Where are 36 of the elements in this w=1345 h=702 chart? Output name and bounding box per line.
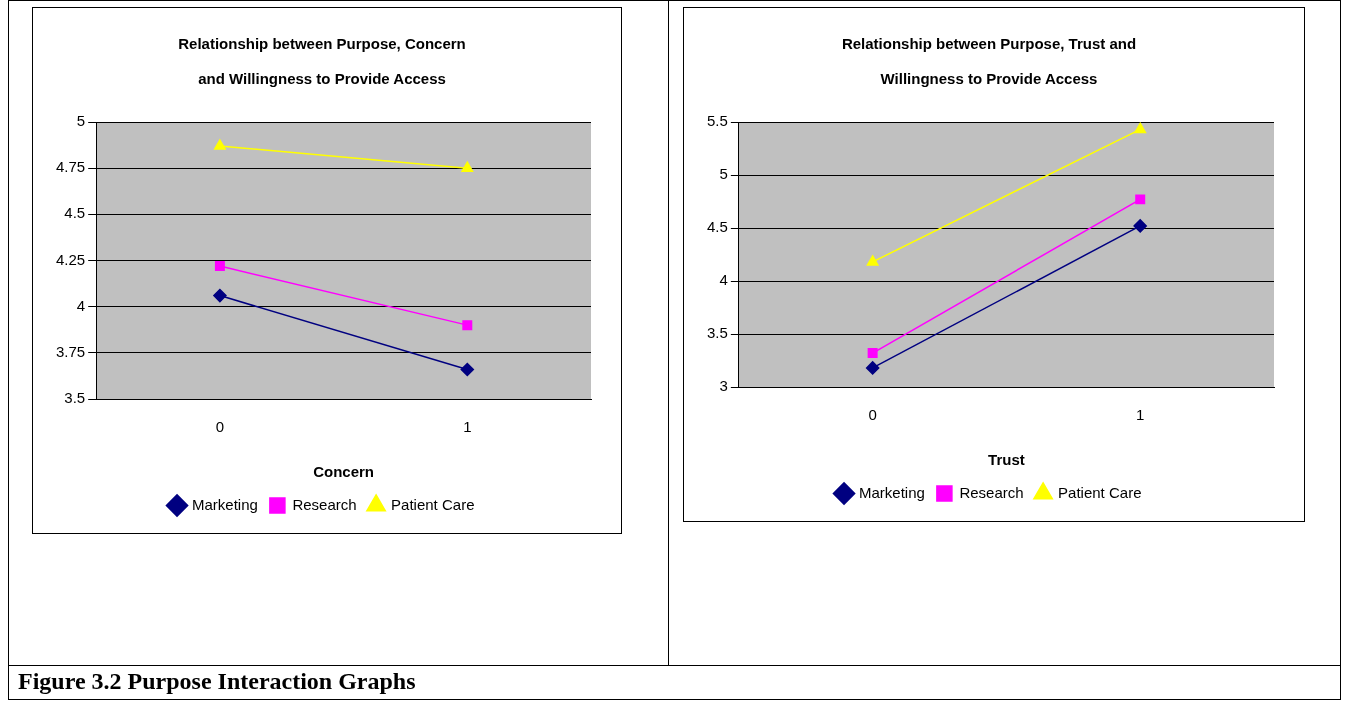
- y-tick-label: 4: [719, 271, 728, 289]
- y-tick-label: 4: [76, 296, 86, 314]
- y-tick-label: 3: [719, 377, 728, 395]
- legend-label: Marketing: [859, 483, 925, 501]
- point: [867, 348, 878, 359]
- point: [865, 361, 880, 375]
- x-tick-label: 1: [463, 418, 472, 436]
- x-axis-title: Concern: [313, 463, 375, 481]
- y-tick-label: 4.75: [55, 158, 86, 176]
- chart-title: Relationship between Purpose, Concern and Willingness to Provide Access: [178, 35, 466, 87]
- legend-label: Research: [292, 495, 357, 513]
- y-tick-label: 5.5: [706, 112, 728, 130]
- y-tick-label: 4.25: [55, 250, 86, 268]
- y-tick-label: 3.75: [55, 342, 86, 360]
- y-tick-label: 3.5: [706, 324, 728, 342]
- x-tick-label: 1: [1136, 406, 1145, 424]
- x-axis-title: Trust: [988, 451, 1025, 469]
- y-tick-label: 4.5: [64, 204, 86, 222]
- chart-title: Relationship between Purpose, Trust and Willingness to Provide Access: [841, 35, 1137, 87]
- point: [214, 261, 225, 272]
- caption: Figure 3.2 Purpose Interaction Graphs: [18, 668, 416, 695]
- point: [1133, 219, 1147, 233]
- legend-label: Research: [959, 483, 1024, 501]
- legend-label: Marketing: [192, 495, 258, 513]
- point: [1135, 194, 1146, 205]
- y-tick-label: 5: [76, 112, 86, 130]
- y-tick-label: 4.5: [706, 218, 728, 236]
- point: [462, 320, 473, 331]
- point: [213, 288, 227, 303]
- legend-label: Patient Care: [1058, 483, 1142, 501]
- point: [460, 362, 475, 377]
- x-tick-label: 0: [868, 406, 877, 424]
- y-tick-label: 5: [719, 165, 728, 183]
- y-tick-label: 3.5: [64, 389, 86, 407]
- legend-label: Patient Care: [391, 495, 475, 513]
- x-tick-label: 0: [215, 418, 225, 436]
